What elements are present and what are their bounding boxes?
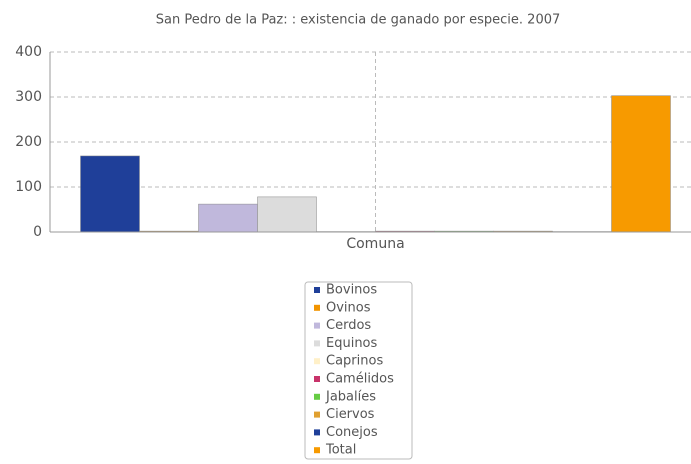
chart-title: San Pedro de la Paz: : existencia de gan… bbox=[156, 13, 561, 28]
legend-label: Ciervos bbox=[326, 407, 375, 422]
legend-label: Camélidos bbox=[326, 372, 394, 387]
y-tick-label: 200 bbox=[15, 134, 42, 150]
legend-marker bbox=[314, 447, 320, 453]
y-tick-label: 0 bbox=[33, 224, 42, 240]
legend-marker bbox=[314, 394, 320, 400]
legend-label: Cerdos bbox=[326, 318, 371, 333]
legend-marker bbox=[314, 429, 320, 435]
legend-marker bbox=[314, 340, 320, 346]
legend-label: Equinos bbox=[326, 336, 378, 351]
legend-marker bbox=[314, 305, 320, 311]
legend-label: Ovinos bbox=[326, 300, 371, 315]
legend-marker bbox=[314, 412, 320, 418]
y-tick-label: 100 bbox=[15, 179, 42, 195]
bar bbox=[612, 96, 671, 232]
y-tick-label: 400 bbox=[15, 44, 42, 60]
legend-marker bbox=[314, 376, 320, 382]
legend-marker bbox=[314, 323, 320, 329]
y-tick-label: 300 bbox=[15, 89, 42, 105]
bar bbox=[81, 156, 140, 232]
bar bbox=[258, 197, 317, 232]
legend-label: Jabalíes bbox=[325, 389, 376, 404]
legend-label: Caprinos bbox=[326, 354, 383, 369]
x-tick-label: Comuna bbox=[346, 236, 404, 252]
legend-label: Total bbox=[325, 443, 356, 458]
legend-label: Conejos bbox=[326, 425, 378, 440]
legend-label: Bovinos bbox=[326, 283, 377, 298]
bar bbox=[199, 204, 258, 232]
legend-marker bbox=[314, 358, 320, 364]
legend-marker bbox=[314, 287, 320, 293]
